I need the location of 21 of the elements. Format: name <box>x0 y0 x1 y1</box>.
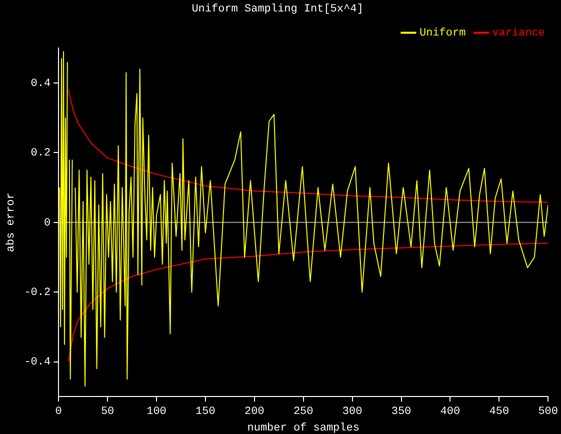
x-tick-label: 200 <box>244 406 264 418</box>
legend-label: variance <box>492 28 546 40</box>
x-axis-title: number of samples <box>247 422 360 434</box>
y-tick-label: 0.2 <box>30 148 51 160</box>
x-tick-label: 500 <box>538 406 558 418</box>
x-tick-label: 50 <box>100 406 114 418</box>
x-tick-label: 400 <box>440 406 460 418</box>
x-tick-label: 300 <box>342 406 362 418</box>
legend-label: Uniform <box>419 28 466 40</box>
y-tick-label: 0.4 <box>30 78 51 90</box>
x-tick-label: 150 <box>196 406 216 418</box>
y-axis-title: abs error <box>6 192 18 252</box>
x-tick-label: 350 <box>391 406 412 418</box>
x-tick-label: 250 <box>293 406 314 418</box>
chart-title: Uniform Sampling Int[5x^4] <box>192 4 364 16</box>
x-tick-label: 0 <box>55 406 62 418</box>
y-tick-label: -0.4 <box>24 356 51 369</box>
x-tick-label: 100 <box>146 406 166 418</box>
x-tick-label: 450 <box>489 406 510 418</box>
y-tick-label: 0 <box>44 217 51 230</box>
y-tick-label: -0.2 <box>24 286 51 299</box>
